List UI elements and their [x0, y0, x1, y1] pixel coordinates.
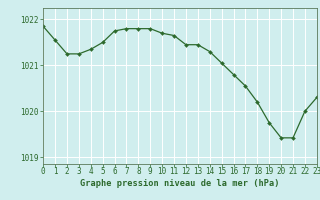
X-axis label: Graphe pression niveau de la mer (hPa): Graphe pression niveau de la mer (hPa): [80, 179, 280, 188]
